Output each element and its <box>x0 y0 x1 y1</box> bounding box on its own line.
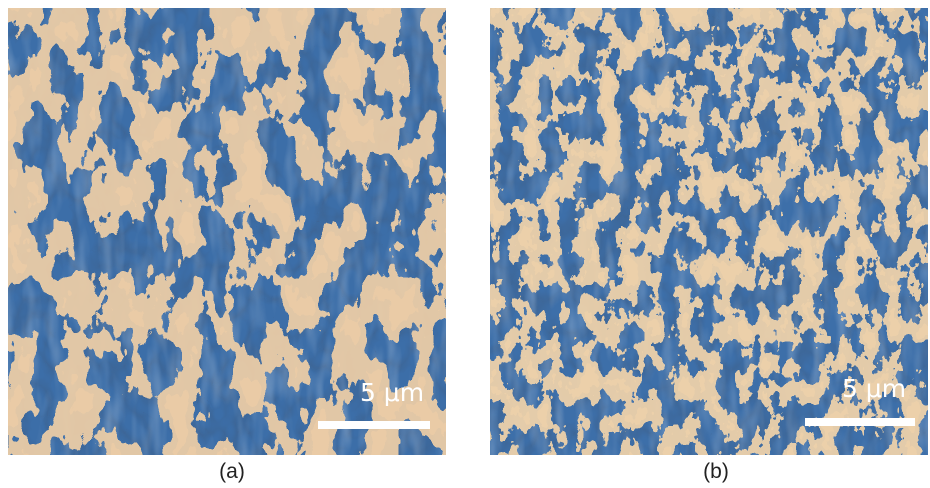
micrograph-b: 5 μm <box>490 8 928 455</box>
micrograph-a: 5 μm <box>8 8 446 455</box>
figure: 5 μm 5 μm (a) (b) <box>0 0 930 488</box>
caption: (b) <box>703 460 729 483</box>
scale-label: 5 μm <box>842 374 906 403</box>
scale-label: 5 μm <box>360 378 424 407</box>
scale-bar <box>805 418 915 426</box>
scale-bar <box>318 421 430 429</box>
caption: (a) <box>219 460 245 483</box>
